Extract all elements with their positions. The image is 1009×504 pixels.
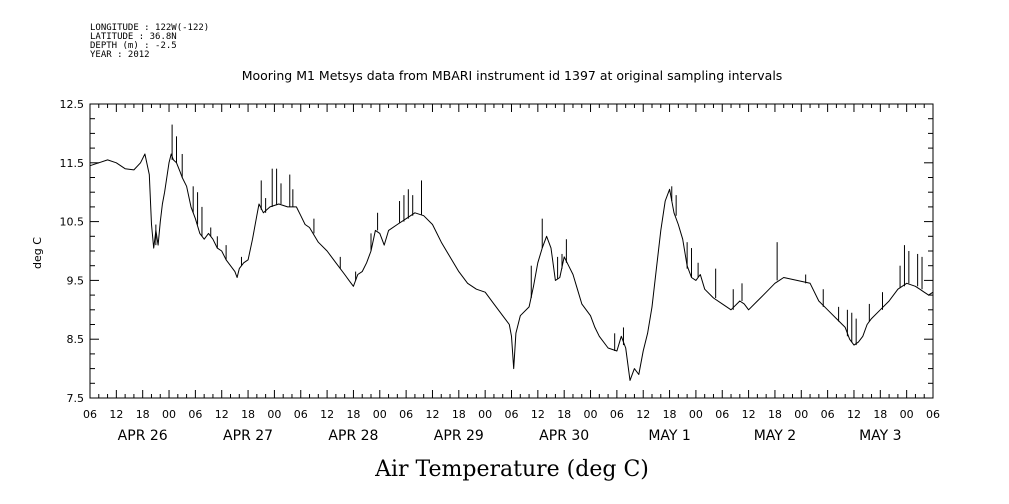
x-tick-label: 06 bbox=[715, 408, 729, 421]
plot-frame bbox=[89, 103, 934, 399]
x-tick-label: 18 bbox=[768, 408, 782, 421]
x-tick-label: 00 bbox=[689, 408, 703, 421]
x-day-label: APR 29 bbox=[434, 428, 484, 444]
x-axis-ticks: 06 12 18 00 06 12 18 00 06 12 18 00 06 12 18 00 06 12 18 00… bbox=[83, 104, 940, 444]
x-tick-label: 06 bbox=[926, 408, 940, 421]
y-tick-label: 10.5 bbox=[60, 216, 85, 229]
x-tick-label: 18 bbox=[241, 408, 255, 421]
x-tick-label: 12 bbox=[109, 408, 123, 421]
x-tick-label: 00 bbox=[794, 408, 808, 421]
x-tick-label: 06 bbox=[188, 408, 202, 421]
x-day-label: APR 28 bbox=[328, 428, 378, 444]
x-tick-label: 12 bbox=[425, 408, 439, 421]
y-axis-label: deg C bbox=[31, 237, 44, 269]
y-tick-label: 11.5 bbox=[60, 157, 85, 170]
x-tick-label: 00 bbox=[267, 408, 281, 421]
x-tick-label: 18 bbox=[136, 408, 150, 421]
x-tick-label: 12 bbox=[215, 408, 229, 421]
x-day-label: MAY 1 bbox=[648, 428, 690, 444]
y-tick-label: 9.5 bbox=[67, 274, 85, 287]
y-axis-ticks: 7.5 8.5 9.5 10.5 11.5 12.5 bbox=[60, 98, 933, 405]
y-tick-label: 7.5 bbox=[67, 392, 85, 405]
x-day-label: APR 26 bbox=[118, 428, 168, 444]
x-tick-label: 12 bbox=[531, 408, 545, 421]
series-group bbox=[89, 124, 934, 381]
x-tick-label: 12 bbox=[636, 408, 650, 421]
x-tick-label: 06 bbox=[399, 408, 413, 421]
station-metadata: LONGITUDE : 122W(-122) LATITUDE : 36.8N … bbox=[90, 23, 209, 60]
meta-depth: DEPTH (m) : -2.5 bbox=[90, 41, 177, 51]
x-tick-label: 18 bbox=[452, 408, 466, 421]
x-tick-label: 00 bbox=[373, 408, 387, 421]
x-tick-label: 12 bbox=[847, 408, 861, 421]
x-tick-label: 12 bbox=[320, 408, 334, 421]
x-tick-label: 06 bbox=[294, 408, 308, 421]
x-tick-label: 18 bbox=[873, 408, 887, 421]
x-day-label: MAY 3 bbox=[859, 428, 901, 444]
x-tick-label: 18 bbox=[346, 408, 360, 421]
x-tick-label: 18 bbox=[663, 408, 677, 421]
y-tick-label: 12.5 bbox=[60, 98, 85, 111]
x-tick-label: 06 bbox=[821, 408, 835, 421]
x-day-label: MAY 2 bbox=[754, 428, 796, 444]
series-line bbox=[89, 153, 934, 381]
meta-year: YEAR : 2012 bbox=[90, 50, 150, 60]
x-day-label: APR 27 bbox=[223, 428, 273, 444]
x-tick-label: 00 bbox=[900, 408, 914, 421]
meta-latitude: LATITUDE : 36.8N bbox=[90, 32, 177, 42]
x-tick-label: 00 bbox=[478, 408, 492, 421]
x-axis-label: Air Temperature (deg C) bbox=[374, 457, 649, 482]
meta-longitude: LONGITUDE : 122W(-122) bbox=[90, 23, 209, 33]
y-tick-label: 8.5 bbox=[67, 333, 85, 346]
chart-title: Mooring M1 Metsys data from MBARI instru… bbox=[242, 68, 783, 83]
x-tick-label: 18 bbox=[557, 408, 571, 421]
x-day-label: APR 30 bbox=[539, 428, 589, 444]
x-tick-label: 00 bbox=[584, 408, 598, 421]
x-tick-label: 06 bbox=[83, 408, 97, 421]
x-tick-label: 12 bbox=[742, 408, 756, 421]
x-tick-label: 06 bbox=[505, 408, 519, 421]
x-tick-label: 06 bbox=[610, 408, 624, 421]
x-tick-label: 00 bbox=[162, 408, 176, 421]
